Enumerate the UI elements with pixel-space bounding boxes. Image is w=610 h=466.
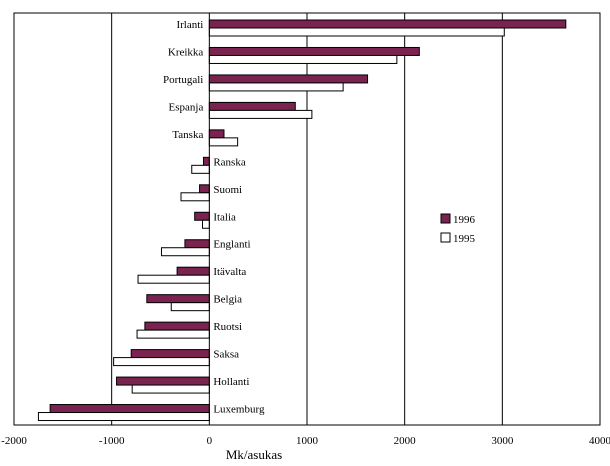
category-label: Belgia	[213, 294, 242, 306]
bar-1996	[130, 349, 210, 359]
legend-swatch-1996	[440, 213, 451, 224]
bar-1995	[208, 54, 398, 64]
x-tick-label: 1000	[296, 435, 319, 447]
category-label: Hollanti	[213, 376, 249, 388]
bar-1995	[191, 164, 210, 174]
category-label: Suomi	[213, 184, 242, 196]
bar-1996	[208, 46, 420, 56]
bar-1996	[208, 101, 296, 111]
category-label: Luxemburg	[213, 404, 265, 416]
bar-1996	[184, 239, 210, 249]
bar-1996	[49, 404, 210, 414]
bar-1995	[113, 357, 210, 367]
category-label: Ranska	[213, 156, 246, 168]
legend-swatch-1995	[440, 232, 451, 243]
bar-1995	[170, 302, 210, 312]
category-label: Itävalta	[213, 266, 246, 278]
bar-1996	[146, 294, 210, 304]
category-label: Espanja	[169, 101, 204, 113]
category-labels: Irlanti Kreikka Portugali Espanja Tanska Rans…	[163, 19, 265, 416]
bar-1995	[208, 82, 344, 92]
bar-1996	[194, 211, 210, 221]
category-label: Tanska	[172, 129, 203, 141]
bar-1996	[202, 156, 210, 166]
legend-label-1996: 1996	[453, 214, 476, 226]
bar-1995	[136, 329, 210, 339]
bar-1995	[201, 219, 210, 229]
category-label: Englanti	[213, 239, 250, 251]
x-tick-label: -2000	[1, 435, 27, 447]
category-label: Saksa	[213, 349, 239, 361]
x-axis-title: Mk/asukas	[226, 447, 282, 462]
bar-1995	[208, 109, 313, 119]
x-tick-label: -1000	[99, 435, 125, 447]
bar-1996	[208, 19, 567, 29]
category-label: Portugali	[163, 74, 203, 86]
bar-1995	[208, 27, 505, 37]
bar-1995	[160, 247, 210, 257]
bar-1995	[137, 274, 210, 284]
x-tick-label: 3000	[491, 435, 514, 447]
bar-1996	[144, 321, 210, 331]
bar-1995	[208, 137, 239, 147]
category-label: Irlanti	[176, 19, 203, 31]
legend-label-1995: 1995	[453, 233, 476, 245]
legend: 1996 1995	[440, 213, 476, 245]
bars	[37, 19, 567, 422]
category-label: Ruotsi	[213, 321, 242, 333]
x-tick-label: 0	[207, 435, 213, 447]
category-label: Italia	[213, 211, 236, 223]
bar-1996	[199, 184, 210, 194]
bar-1996	[116, 376, 210, 386]
bar-1995	[180, 192, 210, 202]
bar-1996	[208, 129, 225, 139]
x-tick-label: 2000	[394, 435, 417, 447]
bar-1996	[208, 74, 369, 84]
bar-1996	[176, 266, 210, 276]
x-tick-label: 4000	[589, 435, 610, 447]
x-axis-ticks: -2000 -1000 0 1000 2000 3000 4000	[1, 435, 610, 447]
bar-1995	[37, 412, 210, 422]
category-label: Kreikka	[168, 46, 204, 58]
bar-1995	[131, 384, 210, 394]
